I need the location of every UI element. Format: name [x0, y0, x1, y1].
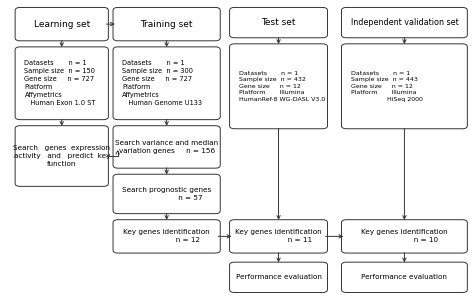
FancyBboxPatch shape	[113, 7, 220, 41]
FancyBboxPatch shape	[15, 7, 109, 41]
FancyBboxPatch shape	[341, 7, 467, 38]
FancyBboxPatch shape	[15, 126, 109, 186]
FancyBboxPatch shape	[229, 44, 328, 129]
Text: Search prognostic genes
                     n = 57: Search prognostic genes n = 57	[122, 187, 211, 201]
Text: Training set: Training set	[140, 20, 193, 29]
FancyBboxPatch shape	[341, 44, 467, 129]
Text: Key genes identification
                   n = 12: Key genes identification n = 12	[123, 230, 210, 243]
FancyBboxPatch shape	[229, 262, 328, 293]
Text: Search   genes  expression
activity   and   predict  key
function: Search genes expression activity and pre…	[13, 145, 110, 167]
FancyBboxPatch shape	[229, 7, 328, 38]
Text: Performance evaluation: Performance evaluation	[362, 274, 447, 280]
FancyBboxPatch shape	[341, 220, 467, 253]
Text: Independent validation set: Independent validation set	[351, 18, 458, 27]
Text: Learning set: Learning set	[34, 20, 90, 29]
FancyBboxPatch shape	[229, 220, 328, 253]
FancyBboxPatch shape	[113, 220, 220, 253]
Text: Performance evaluation: Performance evaluation	[236, 274, 321, 280]
Text: Datasets       n = 1
Sample size  n = 443
Gene size     n = 12
Platform       Il: Datasets n = 1 Sample size n = 443 Gene …	[351, 71, 423, 102]
FancyBboxPatch shape	[341, 262, 467, 293]
Text: Key genes identification
                   n = 11: Key genes identification n = 11	[235, 230, 322, 243]
Text: Search variance and median
variation genes     n = 156: Search variance and median variation gen…	[115, 140, 218, 154]
FancyBboxPatch shape	[113, 126, 220, 168]
FancyBboxPatch shape	[15, 47, 109, 120]
Text: Datasets       n = 1
Sample size  n = 150
Gene size     n = 727
Platform
Affymet: Datasets n = 1 Sample size n = 150 Gene …	[25, 60, 96, 106]
FancyBboxPatch shape	[113, 174, 220, 214]
Text: Test set: Test set	[261, 18, 296, 27]
FancyBboxPatch shape	[113, 47, 220, 120]
Text: Datasets       n = 1
Sample size  n = 300
Gene size     n = 727
Platform
Affymet: Datasets n = 1 Sample size n = 300 Gene …	[122, 60, 202, 106]
Text: Datasets       n = 1
Sample size  n = 432
Gene size     n = 12
Platform       Il: Datasets n = 1 Sample size n = 432 Gene …	[239, 71, 325, 102]
Text: Key genes identification
                   n = 10: Key genes identification n = 10	[361, 230, 448, 243]
